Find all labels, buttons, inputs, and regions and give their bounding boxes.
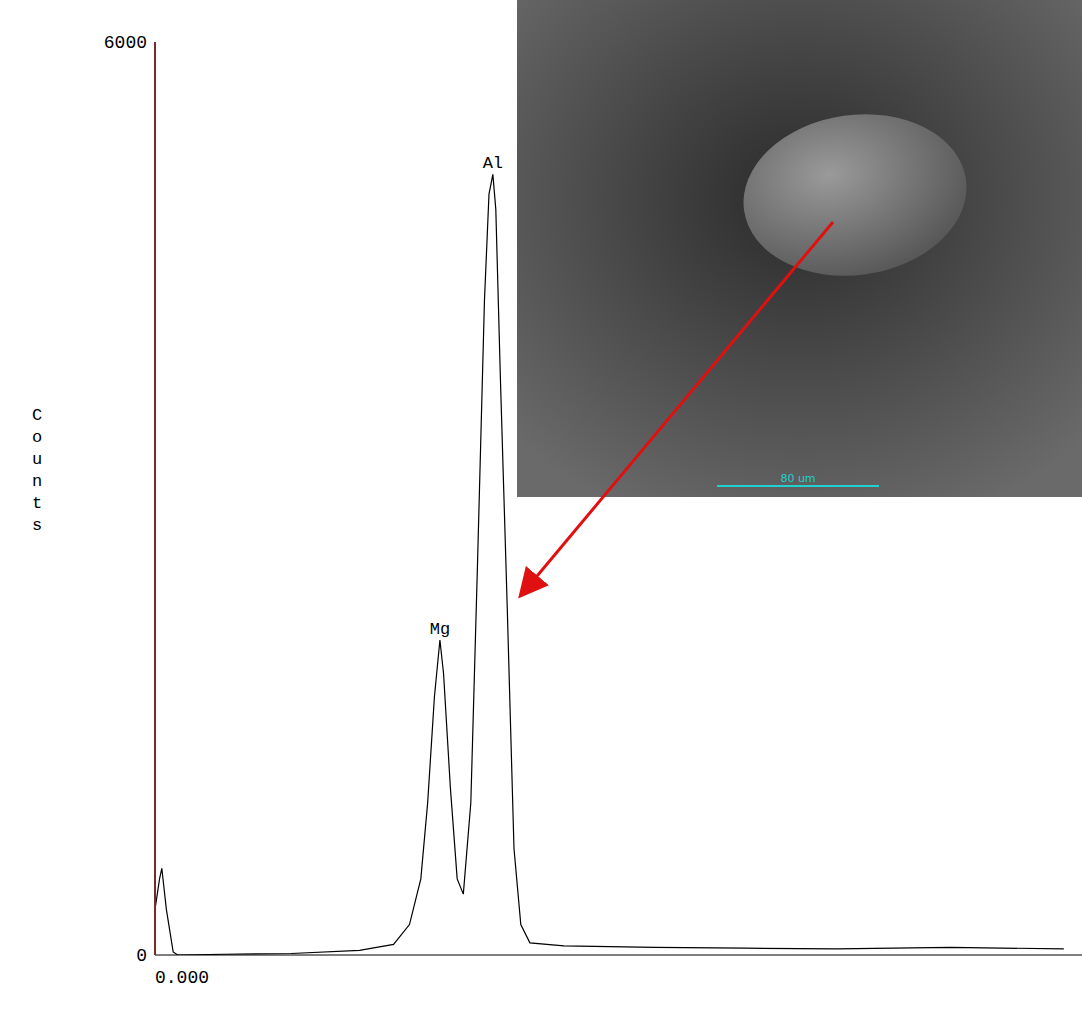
svg-text:Mg: Mg	[430, 620, 450, 639]
svg-text:80 um: 80 um	[780, 472, 815, 485]
svg-text:Counts: Counts	[32, 406, 42, 535]
svg-text:6000: 6000	[104, 33, 147, 53]
svg-text:0: 0	[136, 946, 147, 966]
svg-text:0.000: 0.000	[155, 968, 209, 988]
svg-text:Al: Al	[483, 154, 503, 173]
